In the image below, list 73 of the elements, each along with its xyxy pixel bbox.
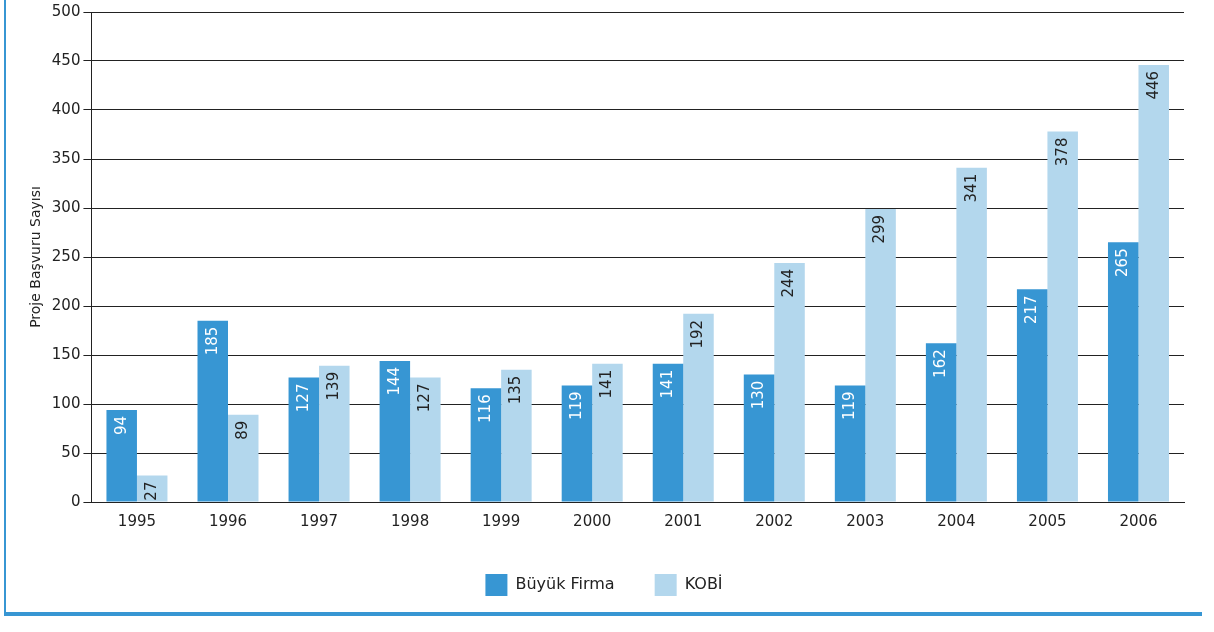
bar bbox=[228, 414, 259, 502]
x-tick-label: 2006 bbox=[1119, 511, 1158, 530]
data-label: 119 bbox=[566, 391, 585, 421]
bar bbox=[834, 385, 866, 502]
bar bbox=[410, 377, 441, 502]
bar bbox=[956, 167, 987, 502]
legend-label: KOBİ bbox=[684, 574, 723, 594]
bar bbox=[865, 208, 896, 502]
data-label: 139 bbox=[324, 371, 343, 401]
y-tick-label: 250 bbox=[51, 246, 81, 265]
bar bbox=[1047, 131, 1078, 502]
y-tick-label: 400 bbox=[51, 99, 81, 118]
y-tick-label: 0 bbox=[70, 491, 81, 510]
x-tick-label: 1997 bbox=[299, 511, 339, 530]
y-axis-title: Proje Başvuru Sayısı bbox=[27, 186, 44, 328]
bar bbox=[1107, 242, 1139, 502]
data-label: 265 bbox=[1113, 248, 1132, 277]
bar bbox=[925, 343, 957, 502]
x-tick-label: 2000 bbox=[573, 511, 612, 530]
bar bbox=[652, 363, 684, 502]
data-label: 162 bbox=[931, 349, 950, 378]
x-tick-label: 2005 bbox=[1028, 511, 1067, 530]
x-tick-label: 2004 bbox=[937, 511, 976, 530]
bar bbox=[592, 363, 623, 502]
y-tick-label: 50 bbox=[61, 442, 81, 461]
data-label: 141 bbox=[597, 369, 616, 399]
data-label: 130 bbox=[748, 380, 767, 410]
data-label: 144 bbox=[384, 366, 403, 396]
bar bbox=[561, 385, 593, 502]
bar bbox=[683, 313, 714, 502]
x-tick-label: 1998 bbox=[391, 511, 430, 530]
bar bbox=[501, 369, 532, 502]
bar bbox=[319, 365, 350, 502]
y-tick-label: 350 bbox=[51, 148, 81, 167]
data-label: 341 bbox=[961, 173, 980, 203]
data-label: 141 bbox=[657, 369, 676, 399]
bar bbox=[288, 377, 320, 502]
y-tick-label: 450 bbox=[51, 50, 81, 69]
x-tick-label: 1995 bbox=[117, 511, 157, 530]
data-label: 127 bbox=[415, 383, 434, 413]
data-label: 127 bbox=[293, 383, 312, 413]
bar bbox=[197, 320, 228, 502]
x-tick-label: 2001 bbox=[664, 511, 703, 530]
data-label: 378 bbox=[1052, 137, 1071, 167]
bar bbox=[470, 388, 502, 502]
data-label: 299 bbox=[870, 214, 889, 244]
data-label: 116 bbox=[475, 394, 494, 423]
data-label: 446 bbox=[1143, 70, 1162, 100]
y-tick-label: 150 bbox=[51, 344, 81, 363]
bar bbox=[774, 262, 805, 502]
x-tick-label: 1999 bbox=[482, 511, 521, 530]
data-label: 119 bbox=[839, 391, 858, 421]
bar bbox=[743, 374, 775, 502]
x-tick-label: 2002 bbox=[755, 511, 794, 530]
y-tick-label: 200 bbox=[51, 295, 81, 314]
x-tick-label: 1996 bbox=[208, 511, 248, 530]
x-tick-label: 2003 bbox=[846, 511, 885, 530]
data-label: 89 bbox=[233, 420, 252, 440]
data-label: 27 bbox=[142, 481, 161, 501]
bar bbox=[106, 409, 137, 502]
y-tick-label: 500 bbox=[51, 1, 81, 20]
bar bbox=[379, 360, 411, 502]
data-label: 217 bbox=[1022, 295, 1041, 324]
legend-label: Büyük Firma bbox=[515, 574, 615, 594]
y-tick-label: 300 bbox=[51, 197, 81, 216]
data-label: 192 bbox=[688, 319, 707, 349]
data-label: 244 bbox=[779, 268, 798, 298]
bar bbox=[1138, 64, 1169, 502]
data-label: 94 bbox=[111, 415, 130, 435]
bar bbox=[1016, 289, 1048, 502]
data-label: 185 bbox=[202, 326, 221, 356]
y-tick-label: 100 bbox=[51, 393, 81, 412]
data-label: 135 bbox=[506, 375, 525, 405]
